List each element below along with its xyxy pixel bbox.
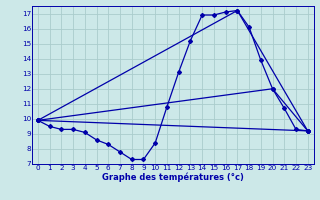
X-axis label: Graphe des températures (°c): Graphe des températures (°c) [102, 172, 244, 182]
